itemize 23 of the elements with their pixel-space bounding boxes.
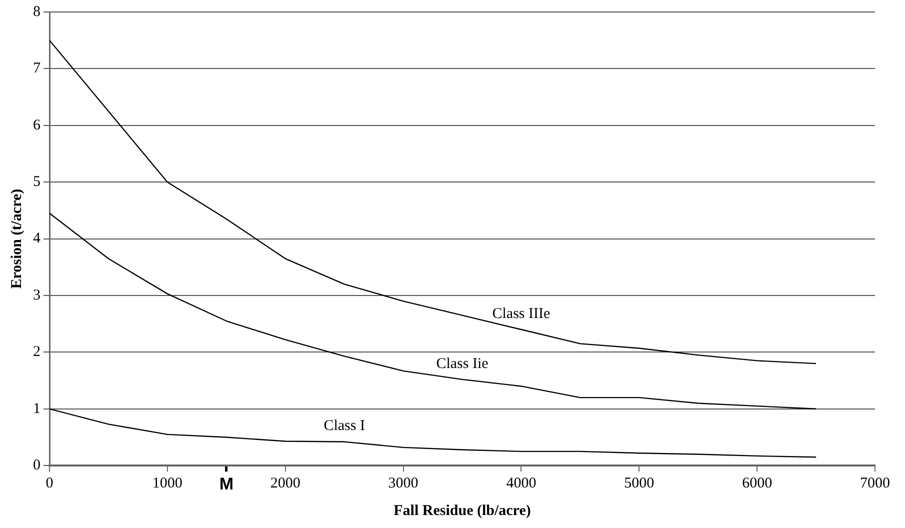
x-tick-label: 6000 xyxy=(742,476,772,492)
x-tick-label: 0 xyxy=(46,476,54,492)
y-tick-label: 8 xyxy=(33,4,40,20)
x-tick-label: 2000 xyxy=(270,476,300,492)
y-tick-label: 1 xyxy=(33,400,40,417)
x-tick-label: 7000 xyxy=(860,476,890,492)
y-tick-label: 0 xyxy=(33,458,40,474)
y-tick-label: 2 xyxy=(33,344,40,360)
x-tick-label: 3000 xyxy=(388,476,418,492)
series-label: Class I xyxy=(324,418,365,434)
x-axis-title: Fall Residue (lb/acre) xyxy=(394,502,531,519)
y-tick-label: 5 xyxy=(33,174,40,190)
x-tick-label: 5000 xyxy=(624,476,654,492)
y-tick-label: 7 xyxy=(33,60,41,77)
x-tick-label: 4000 xyxy=(506,476,536,492)
y-tick-label: 4 xyxy=(33,230,41,247)
y-tick-label: 6 xyxy=(33,117,41,134)
x-tick-label: M xyxy=(219,474,234,494)
series-label: Class Iie xyxy=(436,356,489,372)
y-tick-label: 3 xyxy=(33,287,40,304)
series-label: Class IIIe xyxy=(492,306,550,322)
x-tick-label: 1000 xyxy=(152,476,182,492)
y-axis-title: Erosion (t/acre) xyxy=(8,188,25,289)
